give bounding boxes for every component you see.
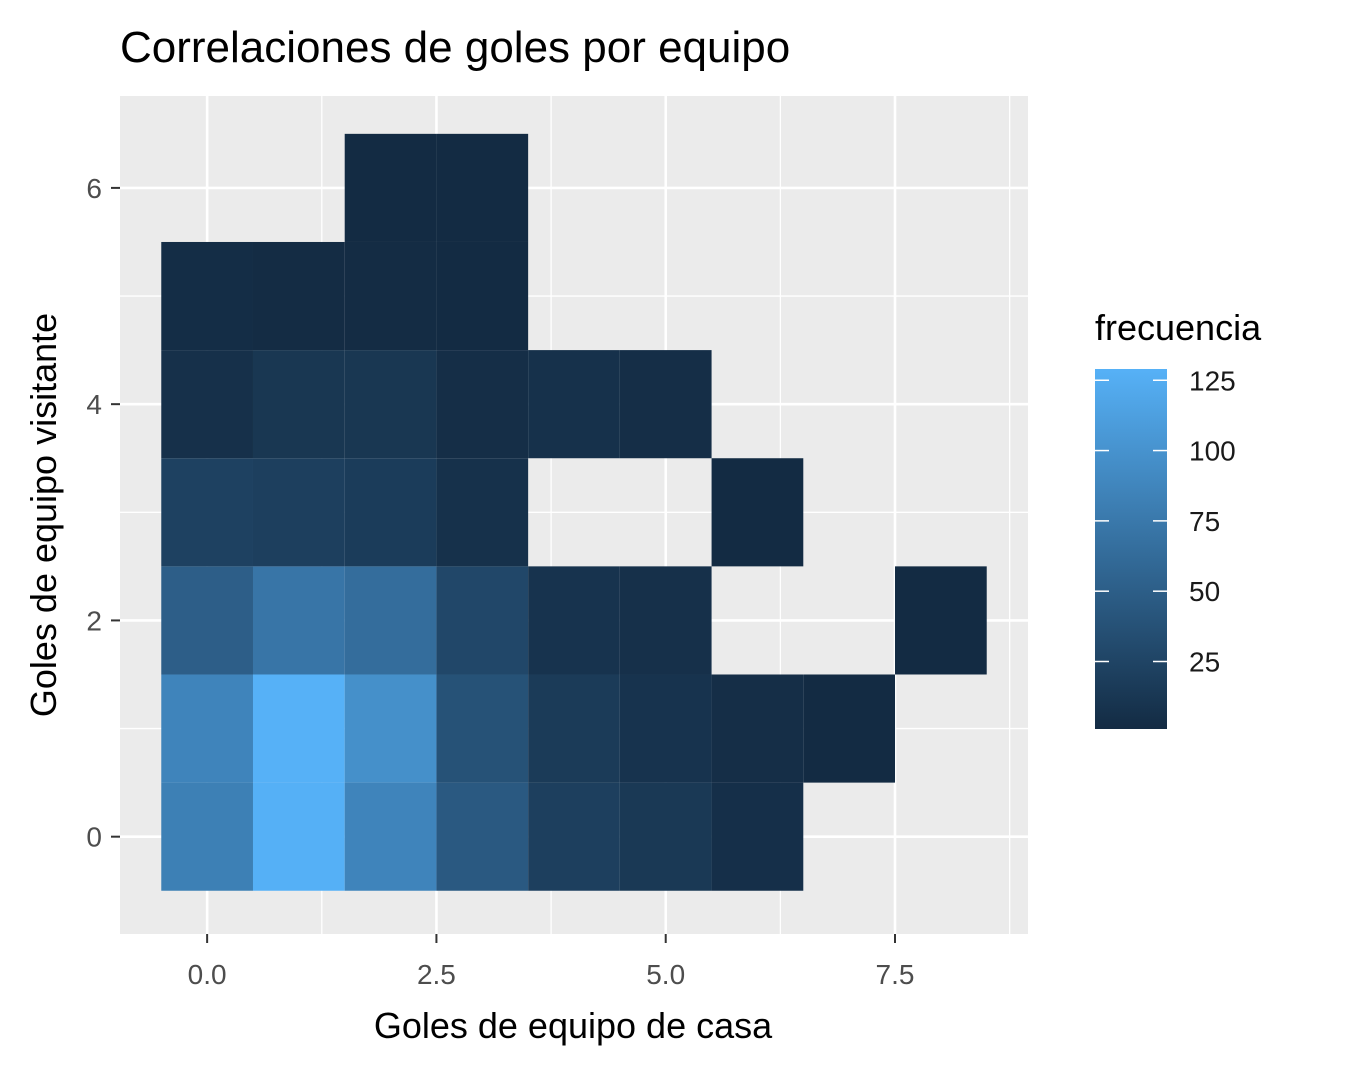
heatmap-cell-1-4 xyxy=(252,350,345,459)
heatmap-cell-5-2 xyxy=(619,566,712,675)
heatmap-cell-0-5 xyxy=(161,241,253,351)
heatmap-cell-3-3 xyxy=(436,458,529,567)
heatmap-cell-4-2 xyxy=(528,566,620,675)
heatmap-cell-1-3 xyxy=(252,458,345,567)
heatmap-cell-1-0 xyxy=(252,782,345,891)
heatmap-cell-2-3 xyxy=(344,458,437,567)
y-tick-label-3: 6 xyxy=(86,173,102,204)
heatmap-cell-0-1 xyxy=(161,674,253,783)
heatmap-cell-2-1 xyxy=(344,674,437,783)
heatmap-cell-2-4 xyxy=(344,350,437,459)
heatmap-cell-2-6 xyxy=(344,133,437,242)
legend-colorbar xyxy=(1095,369,1167,729)
heatmap-cell-3-5 xyxy=(436,241,529,351)
heatmap-cell-4-0 xyxy=(528,782,620,891)
heatmap-cell-1-2 xyxy=(252,566,345,675)
legend-label-1: 50 xyxy=(1189,576,1220,607)
y-tick-label-0: 0 xyxy=(86,822,102,853)
heatmap-cell-2-5 xyxy=(344,241,437,351)
heatmap-cell-1-1 xyxy=(252,674,345,783)
legend-label-2: 75 xyxy=(1189,506,1220,537)
heatmap-cell-6-1 xyxy=(711,674,804,783)
y-tick-label-1: 2 xyxy=(86,605,102,636)
heatmap-cell-0-2 xyxy=(161,566,253,675)
heatmap-cells xyxy=(161,133,987,891)
heatmap-cell-2-0 xyxy=(344,782,437,891)
heatmap-cell-5-1 xyxy=(619,674,712,783)
heatmap-cell-7-1 xyxy=(803,674,896,783)
heatmap-cell-3-0 xyxy=(436,782,529,891)
x-tick-label-2: 5.0 xyxy=(646,959,685,990)
heatmap-cell-6-0 xyxy=(711,782,804,891)
y-axis-title: Goles de equipo visitante xyxy=(23,313,64,717)
heatmap-cell-3-6 xyxy=(436,133,529,242)
y-tick-label-2: 4 xyxy=(86,389,102,420)
legend-label-0: 25 xyxy=(1189,647,1220,678)
legend-title: frecuencia xyxy=(1095,307,1262,348)
heatmap-cell-4-1 xyxy=(528,674,620,783)
heatmap-cell-2-2 xyxy=(344,566,437,675)
heatmap-cell-0-4 xyxy=(161,350,253,459)
legend-label-3: 100 xyxy=(1189,436,1236,467)
x-tick-label-3: 7.5 xyxy=(876,959,915,990)
legend-label-4: 125 xyxy=(1189,365,1236,396)
x-tick-label-1: 2.5 xyxy=(417,959,456,990)
heatmap-cell-8-2 xyxy=(895,566,987,675)
heatmap-cell-0-0 xyxy=(161,782,253,891)
y-axis-ticks: 0 2 4 6 xyxy=(86,173,120,853)
heatmap-cell-5-0 xyxy=(619,782,712,891)
heatmap-cell-3-2 xyxy=(436,566,529,675)
x-tick-label-0: 0.0 xyxy=(188,959,227,990)
legend-ticks: 25 50 75 100 125 xyxy=(1095,365,1236,678)
heatmap-cell-6-3 xyxy=(711,458,804,567)
chart-title: Correlaciones de goles por equipo xyxy=(120,23,790,72)
heatmap-cell-0-3 xyxy=(161,458,253,567)
heatmap-cell-5-4 xyxy=(619,350,712,459)
x-axis-ticks: 0.0 2.5 5.0 7.5 xyxy=(188,934,915,990)
heatmap-cell-3-4 xyxy=(436,350,529,459)
x-axis-title: Goles de equipo de casa xyxy=(374,1005,773,1046)
heatmap-cell-1-5 xyxy=(252,241,345,351)
heatmap-cell-3-1 xyxy=(436,674,529,783)
heatmap-cell-4-4 xyxy=(528,350,620,459)
